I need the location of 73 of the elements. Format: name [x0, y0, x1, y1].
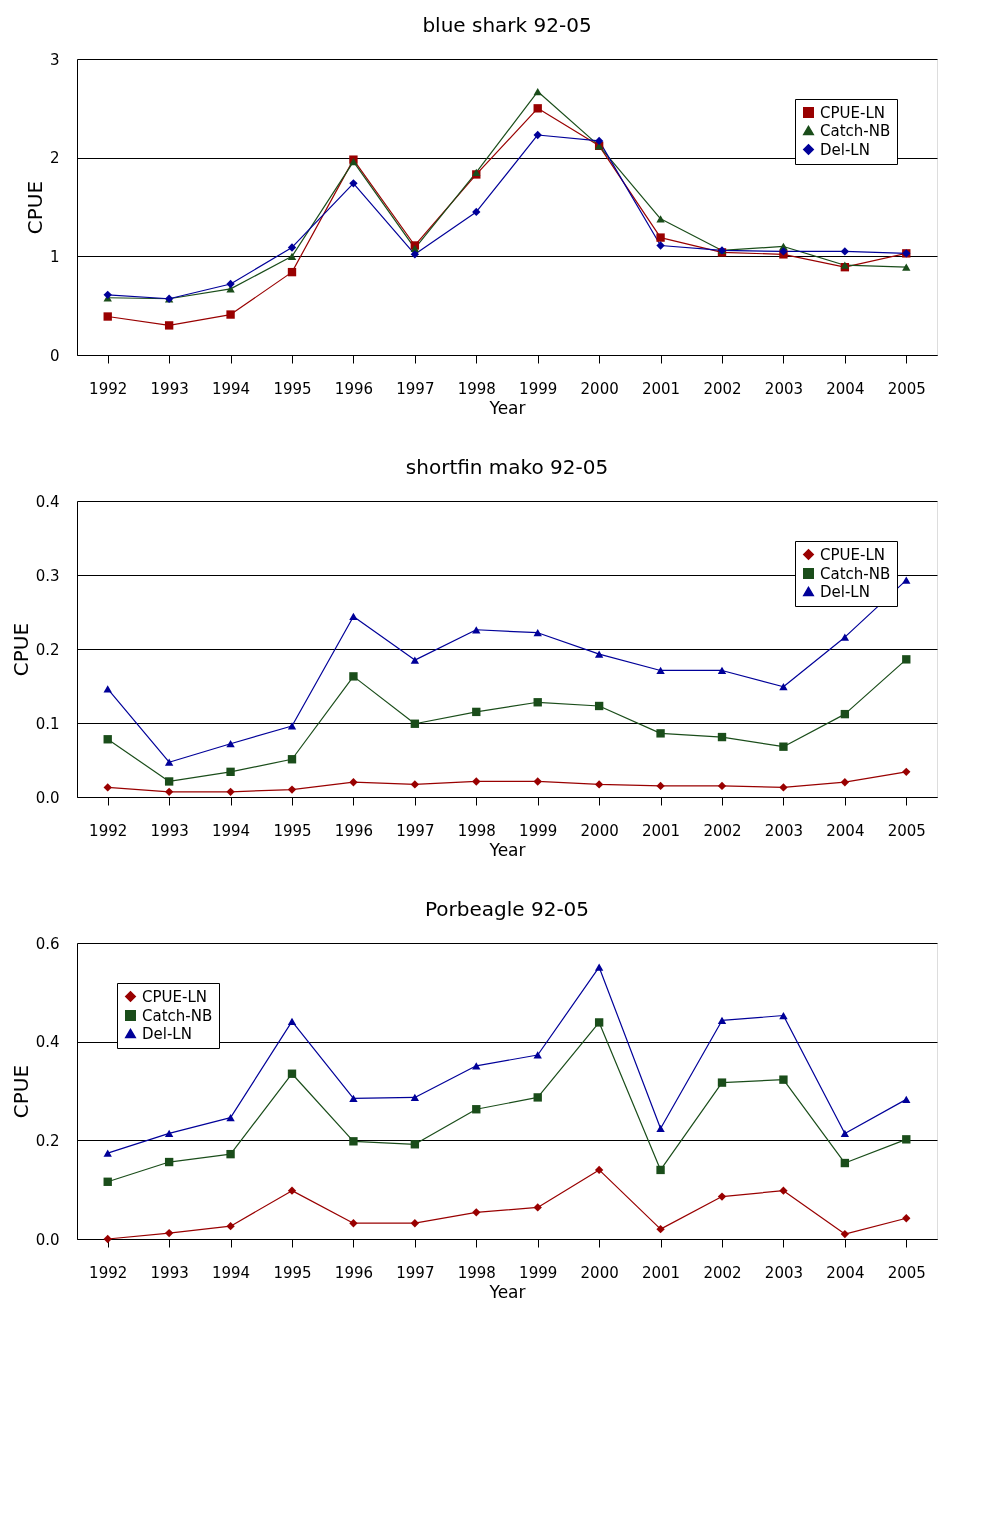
chart-title: shortfin mako 92-05 — [405, 455, 609, 479]
legend-label: Catch-NB — [820, 121, 891, 140]
x-tick-label: 1996 — [334, 379, 374, 398]
x-axis-title: Year — [488, 397, 526, 418]
y-tick-label: 0.4 — [35, 492, 60, 511]
x-tick-label: 1996 — [334, 1263, 374, 1282]
x-tick-label: 2002 — [703, 821, 742, 840]
y-tick-label: 0.1 — [35, 714, 60, 733]
y-tick-label: 0.4 — [35, 1033, 60, 1052]
legend-label: Catch-NB — [142, 1006, 213, 1025]
y-axis-title: CPUE — [22, 180, 47, 235]
x-tick-label: 1995 — [273, 379, 312, 398]
x-tick-label: 2005 — [887, 1263, 926, 1282]
y-axis-title: CPUE — [8, 622, 33, 677]
legend-label: Del-LN — [820, 140, 870, 159]
x-tick-label: 2005 — [887, 379, 926, 398]
x-tick-label: 1994 — [211, 821, 251, 840]
x-tick-label: 1998 — [457, 1263, 496, 1282]
x-tick-label: 1992 — [89, 1263, 128, 1282]
y-tick-label: 0.3 — [35, 566, 60, 585]
legend-label: CPUE-LN — [820, 545, 885, 564]
x-axis-title: Year — [488, 1281, 526, 1302]
x-tick-label: 1993 — [150, 821, 189, 840]
x-tick-label: 2003 — [764, 821, 804, 840]
x-tick-label: 1992 — [89, 821, 128, 840]
y-tick-label: 0.0 — [35, 788, 60, 807]
x-tick-label: 2005 — [887, 821, 926, 840]
x-tick-label: 2002 — [703, 379, 742, 398]
x-tick-label: 1994 — [211, 379, 251, 398]
y-tick-label: 2 — [49, 149, 60, 168]
x-tick-label: 1998 — [457, 821, 496, 840]
y-axis-title: CPUE — [8, 1064, 33, 1119]
x-tick-label: 2001 — [641, 1263, 681, 1282]
x-tick-label: 1992 — [89, 379, 128, 398]
chart-title: Porbeagle 92-05 — [424, 897, 590, 921]
y-tick-label: 0 — [49, 346, 60, 365]
x-tick-label: 1995 — [273, 821, 312, 840]
x-tick-label: 1999 — [519, 379, 558, 398]
x-tick-label: 2003 — [764, 379, 804, 398]
x-tick-label: 1999 — [519, 821, 558, 840]
x-tick-label: 1993 — [150, 1263, 189, 1282]
x-tick-label: 1997 — [396, 1263, 435, 1282]
x-tick-label: 2001 — [641, 379, 681, 398]
x-tick-label: 2004 — [826, 821, 865, 840]
x-tick-label: 1995 — [273, 1263, 312, 1282]
legend-label: CPUE-LN — [820, 103, 885, 122]
x-tick-label: 2004 — [826, 1263, 865, 1282]
x-tick-label: 1996 — [334, 821, 374, 840]
chart-title: blue shark 92-05 — [422, 13, 592, 37]
x-tick-label: 2000 — [580, 1263, 619, 1282]
x-axis-title: Year — [488, 839, 526, 860]
y-tick-label: 1 — [49, 247, 60, 266]
legend-label: Catch-NB — [820, 564, 891, 583]
x-tick-label: 2004 — [826, 379, 865, 398]
x-tick-label: 2001 — [641, 821, 681, 840]
x-tick-label: 1994 — [211, 1263, 251, 1282]
legend-label: Del-LN — [142, 1024, 192, 1043]
x-tick-label: 1993 — [150, 379, 189, 398]
legend-label: Del-LN — [820, 582, 870, 601]
x-tick-label: 2002 — [703, 1263, 742, 1282]
x-tick-label: 1997 — [396, 379, 435, 398]
x-tick-label: 2003 — [764, 1263, 804, 1282]
x-tick-label: 2000 — [580, 821, 619, 840]
legend-label: CPUE-LN — [142, 987, 207, 1006]
y-tick-label: 0.6 — [35, 934, 60, 953]
x-tick-label: 1999 — [519, 1263, 558, 1282]
y-tick-label: 0.0 — [35, 1230, 60, 1249]
x-tick-label: 1997 — [396, 821, 435, 840]
y-tick-label: 0.2 — [35, 1131, 60, 1150]
x-tick-label: 2000 — [580, 379, 619, 398]
y-tick-label: 3 — [49, 50, 60, 69]
x-tick-label: 1998 — [457, 379, 496, 398]
y-tick-label: 0.2 — [35, 640, 60, 659]
